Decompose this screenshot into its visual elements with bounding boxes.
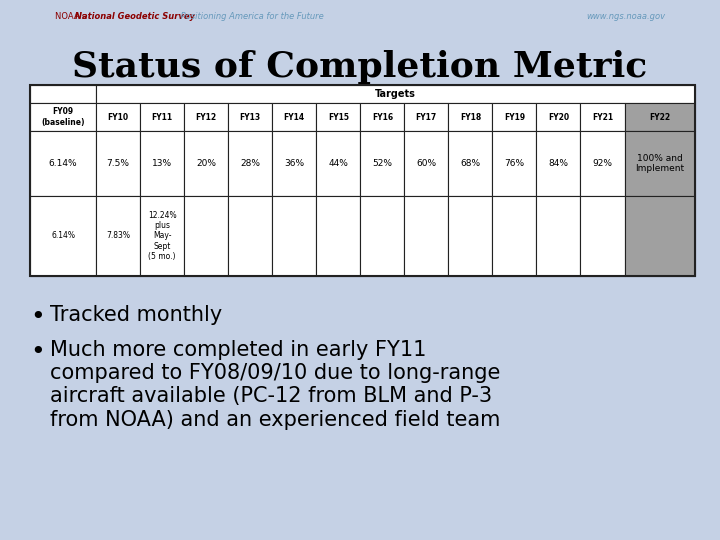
Bar	[580, 196, 624, 276]
Bar	[30, 103, 96, 131]
Bar	[96, 196, 140, 276]
Text: FY15: FY15	[328, 112, 348, 122]
Bar	[184, 103, 228, 131]
Bar	[492, 131, 536, 196]
Bar	[449, 103, 492, 131]
Text: FY18: FY18	[460, 112, 481, 122]
Text: 6.14%: 6.14%	[49, 159, 77, 168]
Bar	[624, 131, 695, 196]
Bar	[316, 103, 360, 131]
Text: NOAA's: NOAA's	[55, 12, 89, 21]
Text: 76%: 76%	[505, 159, 524, 168]
Bar	[228, 103, 272, 131]
Text: Tracked monthly: Tracked monthly	[50, 305, 222, 325]
Bar	[184, 131, 228, 196]
Text: FY19: FY19	[504, 112, 525, 122]
Bar	[360, 103, 405, 131]
Bar	[316, 196, 360, 276]
Bar	[272, 196, 316, 276]
Bar	[96, 103, 140, 131]
Bar	[536, 103, 580, 131]
Text: 92%: 92%	[593, 159, 613, 168]
Bar	[449, 196, 492, 276]
Bar	[228, 131, 272, 196]
Text: 12.24%
plus
May-
Sept
(5 mo.): 12.24% plus May- Sept (5 mo.)	[148, 211, 176, 261]
Text: 60%: 60%	[416, 159, 436, 168]
Text: 13%: 13%	[152, 159, 172, 168]
Text: FY11: FY11	[151, 112, 173, 122]
Text: www.ngs.noaa.gov: www.ngs.noaa.gov	[586, 12, 665, 21]
Bar	[140, 196, 184, 276]
Bar	[30, 85, 96, 103]
Bar	[449, 131, 492, 196]
Text: FY09
(baseline): FY09 (baseline)	[41, 107, 85, 127]
Text: FY21: FY21	[592, 112, 613, 122]
Bar	[140, 103, 184, 131]
Text: FY16: FY16	[372, 112, 393, 122]
Text: FY13: FY13	[240, 112, 261, 122]
Text: Positioning America for the Future: Positioning America for the Future	[178, 12, 324, 21]
Text: •: •	[30, 305, 45, 329]
Bar	[140, 131, 184, 196]
Text: 20%: 20%	[196, 159, 216, 168]
Bar	[360, 131, 405, 196]
Bar	[580, 131, 624, 196]
Text: 84%: 84%	[549, 159, 569, 168]
Text: 28%: 28%	[240, 159, 260, 168]
Bar	[272, 131, 316, 196]
Text: 6.14%: 6.14%	[51, 232, 75, 240]
Bar	[405, 196, 449, 276]
Text: Status of Completion Metric: Status of Completion Metric	[73, 50, 647, 84]
Bar	[405, 131, 449, 196]
Bar	[492, 103, 536, 131]
Bar	[536, 196, 580, 276]
Bar	[492, 196, 536, 276]
Text: FY10: FY10	[107, 112, 129, 122]
Bar	[272, 103, 316, 131]
Bar	[96, 85, 695, 103]
Bar	[184, 196, 228, 276]
Bar	[228, 196, 272, 276]
Text: 7.83%: 7.83%	[106, 232, 130, 240]
Text: 44%: 44%	[328, 159, 348, 168]
Bar	[96, 131, 140, 196]
Text: FY20: FY20	[548, 112, 569, 122]
Text: Much more completed in early FY11
compared to FY08/09/10 due to long-range
aircr: Much more completed in early FY11 compar…	[50, 340, 500, 430]
Text: FY12: FY12	[196, 112, 217, 122]
Text: FY22: FY22	[649, 112, 670, 122]
Bar	[360, 196, 405, 276]
Bar	[624, 103, 695, 131]
Bar	[316, 131, 360, 196]
Text: 7.5%: 7.5%	[107, 159, 130, 168]
Text: National Geodetic Survey: National Geodetic Survey	[75, 12, 195, 21]
Text: •: •	[30, 340, 45, 364]
Text: FY17: FY17	[415, 112, 437, 122]
Text: 52%: 52%	[372, 159, 392, 168]
Text: 36%: 36%	[284, 159, 305, 168]
Bar	[624, 196, 695, 276]
Bar	[580, 103, 624, 131]
Bar	[536, 131, 580, 196]
Text: FY14: FY14	[284, 112, 305, 122]
Text: Targets: Targets	[375, 89, 416, 99]
Text: 68%: 68%	[460, 159, 480, 168]
Bar	[30, 85, 695, 276]
Bar	[30, 131, 96, 196]
Bar	[405, 103, 449, 131]
Text: 100% and
Implement: 100% and Implement	[635, 154, 684, 173]
Bar	[30, 196, 96, 276]
